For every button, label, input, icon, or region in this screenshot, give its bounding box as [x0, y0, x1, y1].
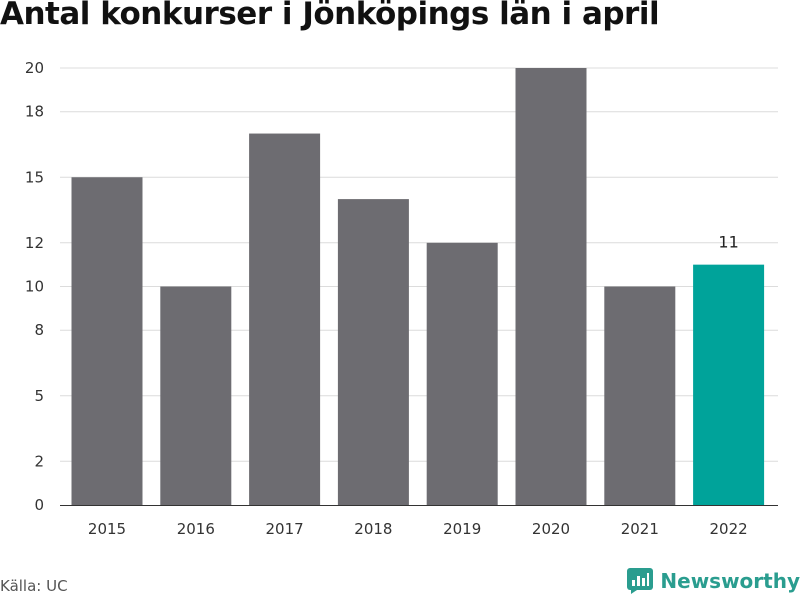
- bar-2020: [515, 68, 587, 505]
- bar-2021: [604, 286, 676, 505]
- source-note: Källa: UC: [0, 577, 68, 595]
- y-tick-label: 2: [34, 452, 44, 470]
- x-tick-label: 2018: [354, 520, 392, 538]
- y-tick-label: 10: [25, 278, 44, 296]
- y-tick-label: 5: [34, 387, 44, 405]
- data-label: 11: [718, 233, 738, 252]
- bar-2018: [337, 199, 409, 505]
- y-tick-label: 18: [25, 103, 44, 121]
- bar-2015: [71, 177, 143, 505]
- x-tick-label: 2022: [710, 520, 748, 538]
- y-tick-label: 8: [34, 321, 44, 339]
- y-tick-label: 12: [25, 234, 44, 252]
- y-tick-label: 0: [34, 496, 44, 514]
- bar-2019: [426, 242, 498, 506]
- bar-2017: [249, 133, 321, 506]
- x-tick-label: 2015: [88, 520, 126, 538]
- x-tick-label: 2016: [177, 520, 215, 538]
- x-tick-label: 2021: [621, 520, 659, 538]
- brand-name: Newsworthy: [660, 569, 800, 593]
- newsworthy-logo-icon: [627, 568, 654, 594]
- x-tick-label: 2017: [266, 520, 304, 538]
- x-tick-label: 2020: [532, 520, 570, 538]
- brand: Newsworthy: [627, 568, 800, 594]
- x-tick-label: 2019: [443, 520, 481, 538]
- y-tick-label: 20: [25, 59, 44, 77]
- y-tick-label: 15: [25, 168, 44, 186]
- chart-title: Antal konkurser i Jönköpings län i april: [0, 0, 660, 32]
- bar-2022: [693, 264, 765, 505]
- bar-2016: [160, 286, 232, 505]
